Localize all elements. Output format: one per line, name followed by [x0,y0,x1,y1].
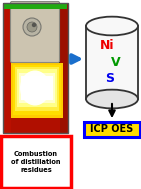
Text: ICP OES: ICP OES [90,125,134,135]
Bar [15,67,59,111]
Bar [13,65,61,115]
Ellipse shape [86,17,138,35]
Bar [3,3,11,133]
Bar [4,4,67,9]
Bar [3,3,68,133]
Bar [17,69,57,107]
Bar [3,3,68,133]
Bar [11,63,63,118]
Text: S: S [105,72,114,85]
FancyBboxPatch shape [84,122,140,137]
FancyBboxPatch shape [10,2,60,63]
Ellipse shape [86,90,138,108]
Ellipse shape [20,70,50,105]
Bar [86,26,138,99]
Bar [11,115,60,133]
FancyBboxPatch shape [1,136,71,188]
Text: V: V [111,56,121,69]
Circle shape [23,18,41,36]
Circle shape [27,22,37,32]
Text: Ni: Ni [100,39,114,52]
Bar [21,76,53,100]
Text: Combustion
of distillation
residues: Combustion of distillation residues [11,151,61,173]
Bar [19,73,55,103]
Circle shape [32,23,36,26]
Bar [60,3,68,133]
